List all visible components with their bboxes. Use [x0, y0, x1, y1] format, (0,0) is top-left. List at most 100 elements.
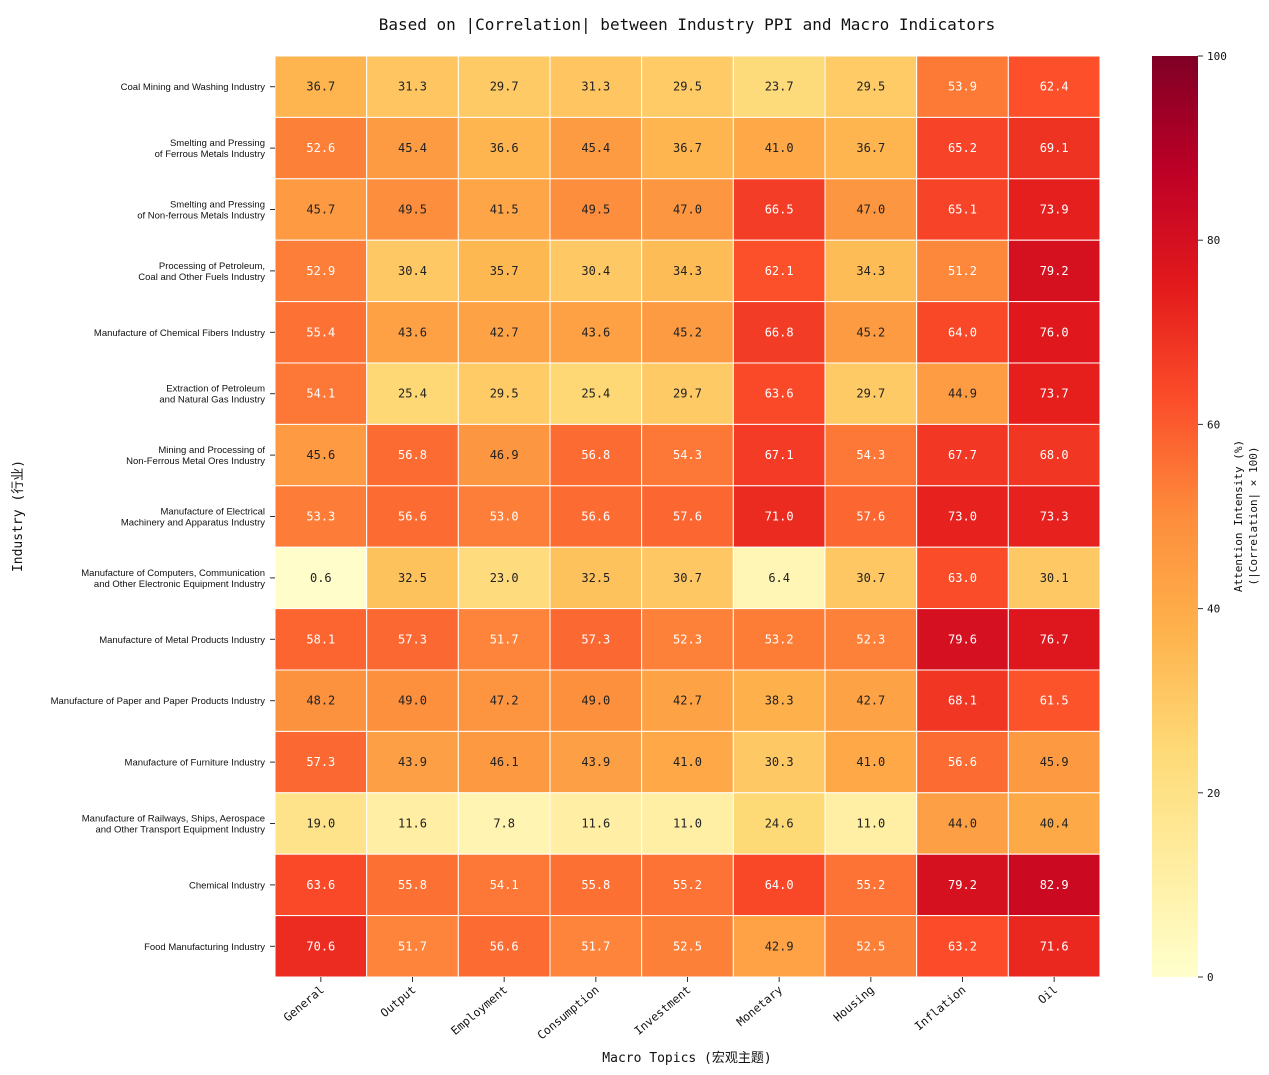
- heatmap-cell: [366, 608, 459, 671]
- heatmap-cell: [549, 239, 643, 303]
- heatmap-cell: [732, 55, 826, 118]
- cell-value-label: 46.1: [490, 755, 519, 769]
- heatmap-cell: [916, 116, 1009, 180]
- heatmap-cell: [549, 116, 643, 180]
- cell-value-label: 52.5: [856, 939, 885, 953]
- cell-value-label: 30.1: [1040, 571, 1069, 585]
- cell-value-label: 53.2: [765, 632, 794, 646]
- heatmap-cell: [641, 116, 734, 180]
- cell-value-label: 65.2: [948, 141, 977, 155]
- cell-value-label: 57.6: [856, 510, 885, 524]
- heatmap-cell: [824, 546, 918, 610]
- cell-value-label: 49.0: [581, 694, 610, 708]
- heatmap-cell: [732, 853, 826, 917]
- heatmap-cell: [549, 730, 643, 794]
- cell-value-label: 56.6: [490, 939, 519, 953]
- cell-value-label: 57.3: [581, 632, 610, 646]
- cell-value-label: 41.0: [856, 755, 885, 769]
- cell-value-label: 34.3: [673, 264, 702, 278]
- heatmap-cell: [732, 546, 826, 610]
- y-tick-label: Non-Ferrous Metal Ores Industry: [126, 456, 265, 467]
- cell-value-label: 73.9: [1040, 203, 1069, 217]
- cell-value-label: 61.5: [1040, 694, 1069, 708]
- heatmap-cell: [916, 730, 1009, 794]
- cell-value-label: 41.5: [490, 203, 519, 217]
- cell-value-label: 63.6: [306, 878, 335, 892]
- y-tick-label: of Ferrous Metals Industry: [155, 149, 266, 160]
- colorbar-tick-label: 80: [1207, 234, 1220, 247]
- heatmap-cell: [457, 116, 551, 180]
- cell-value-label: 57.6: [673, 510, 702, 524]
- heatmap-cell: [641, 362, 734, 425]
- cell-value-label: 57.3: [398, 632, 427, 646]
- cell-value-label: 76.7: [1040, 632, 1069, 646]
- heatmap-cell: [641, 730, 734, 794]
- heatmap-cell: [457, 853, 551, 917]
- heatmap-cell: [824, 485, 918, 548]
- heatmap-cell: [824, 792, 918, 855]
- heatmap-cell: [1007, 730, 1101, 794]
- y-tick-label: Manufacture of Furniture Industry: [125, 758, 266, 769]
- heatmap-cell: [1007, 915, 1101, 978]
- heatmap-cell: [366, 423, 459, 487]
- heatmap-cell: [1007, 546, 1101, 610]
- heatmap-cell: [732, 915, 826, 978]
- cell-value-label: 53.0: [490, 510, 519, 524]
- cell-value-label: 32.5: [581, 571, 610, 585]
- cell-value-label: 47.2: [490, 694, 519, 708]
- cell-value-label: 7.8: [493, 817, 515, 831]
- cell-value-label: 34.3: [856, 264, 885, 278]
- cell-value-label: 44.0: [948, 817, 977, 831]
- colorbar-gradient: [1152, 56, 1198, 977]
- heatmap-cell: [549, 55, 643, 118]
- chart-title: Based on |Correlation| between Industry …: [379, 15, 996, 34]
- y-tick-label: Manufacture of Metal Products Industry: [99, 635, 265, 646]
- colorbar-tick-label: 60: [1207, 418, 1220, 431]
- cell-value-label: 32.5: [398, 571, 427, 585]
- x-tick-label: General: [281, 983, 327, 1025]
- y-tick-label: Manufacture of Paper and Paper Products …: [51, 696, 266, 707]
- y-tick-label: Manufacture of Electrical: [160, 507, 265, 518]
- cell-value-label: 66.5: [765, 203, 794, 217]
- heatmap-cell: [732, 669, 826, 732]
- heatmap-cell: [1007, 608, 1101, 671]
- cell-value-label: 55.4: [306, 325, 335, 339]
- cell-value-label: 45.7: [306, 203, 335, 217]
- cell-value-label: 54.1: [490, 878, 519, 892]
- cell-value-label: 67.1: [765, 448, 794, 462]
- cell-value-label: 52.9: [306, 264, 335, 278]
- cell-value-label: 6.4: [768, 571, 790, 585]
- cell-value-label: 56.6: [581, 510, 610, 524]
- cell-value-label: 52.3: [673, 632, 702, 646]
- heatmap-cell: [732, 485, 826, 548]
- cell-value-label: 45.4: [581, 141, 610, 155]
- cell-value-label: 53.9: [948, 80, 977, 94]
- heatmap-cell: [641, 915, 734, 978]
- cell-value-label: 55.2: [673, 878, 702, 892]
- heatmap-cell: [366, 178, 459, 241]
- heatmap-cell: [824, 608, 918, 671]
- heatmap-cell: [366, 301, 459, 364]
- heatmap-cell: [1007, 301, 1101, 364]
- cell-value-label: 36.7: [673, 141, 702, 155]
- cell-value-label: 63.6: [765, 387, 794, 401]
- heatmap-cell: [457, 730, 551, 794]
- colorbar-label-line1: Attention Intensity (%): [1232, 440, 1245, 592]
- cell-value-label: 47.0: [856, 203, 885, 217]
- heatmap-cell: [824, 178, 918, 241]
- heatmap-cell: [366, 915, 459, 978]
- cell-value-label: 56.6: [398, 510, 427, 524]
- cell-value-label: 29.5: [490, 387, 519, 401]
- heatmap-cell: [1007, 669, 1101, 732]
- cell-value-label: 29.7: [856, 387, 885, 401]
- cell-value-label: 79.6: [948, 632, 977, 646]
- cell-value-label: 23.0: [490, 571, 519, 585]
- colorbar: 0 20 40 60 80 100 Attention Intensity (%) (|C…: [1152, 50, 1260, 984]
- cell-value-label: 52.3: [856, 632, 885, 646]
- heatmap-cell: [549, 362, 643, 425]
- heatmap-cell: [916, 362, 1009, 425]
- heatmap-cell: [457, 362, 551, 425]
- cell-value-label: 41.0: [765, 141, 794, 155]
- cell-value-label: 29.5: [856, 80, 885, 94]
- cell-value-label: 31.3: [398, 80, 427, 94]
